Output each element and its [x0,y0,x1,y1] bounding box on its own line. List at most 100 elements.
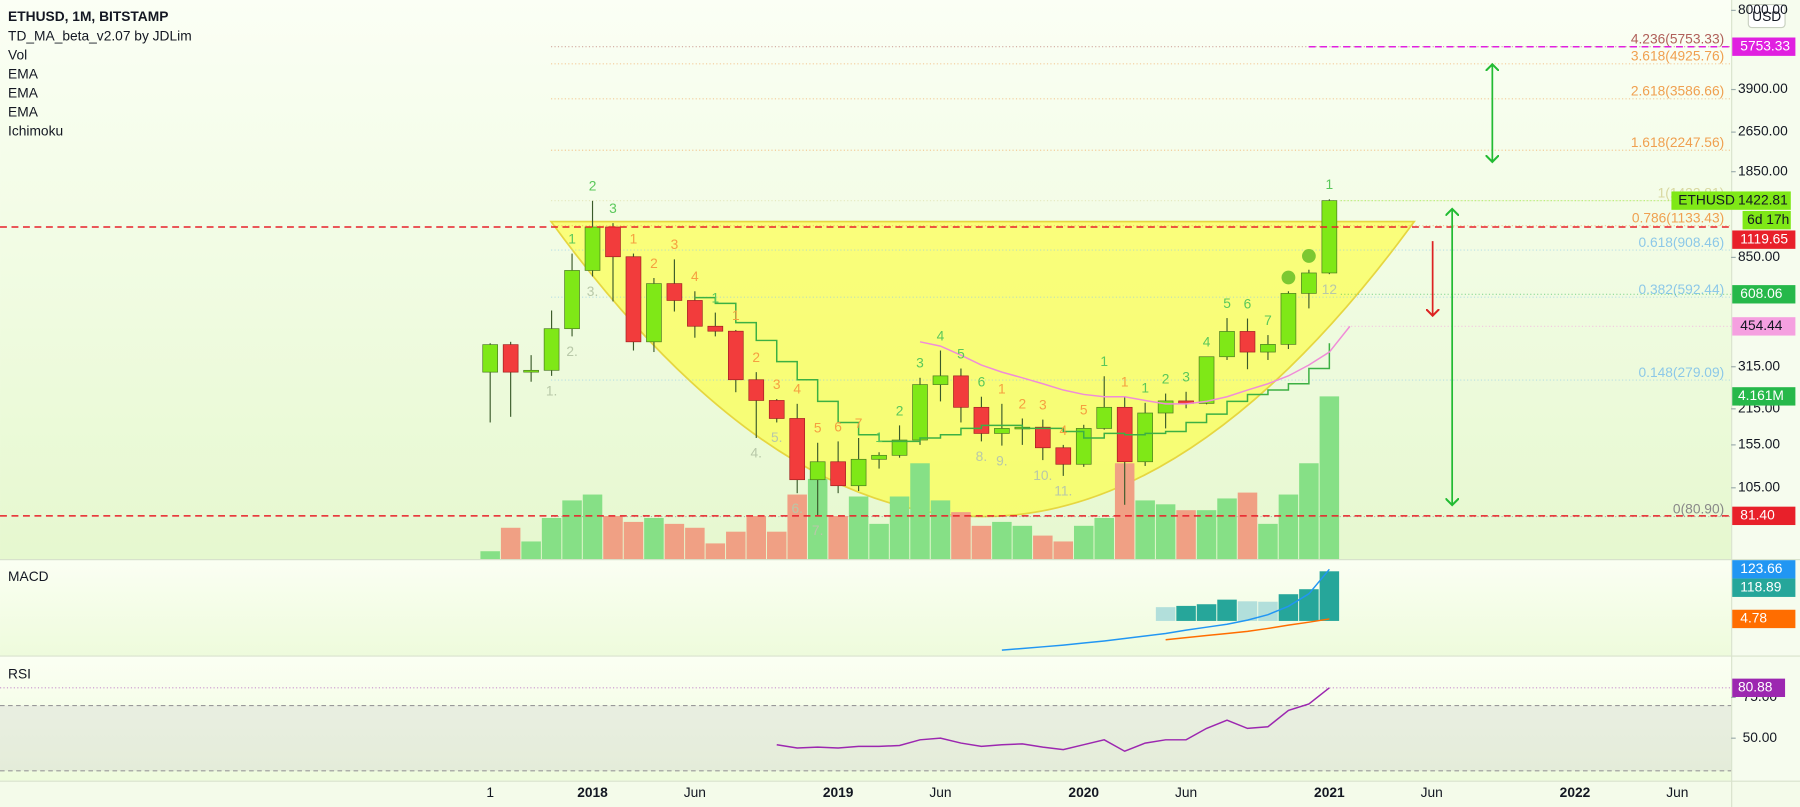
price-label-box [1732,317,1796,336]
macd-histogram-bar [1217,599,1237,621]
td-countdown: 8. [976,449,987,464]
td-countdown: 12 [1322,282,1337,297]
candle-body [1055,447,1072,465]
td-setup-up: 7 [1264,313,1272,328]
price-label: 1119.65 [1740,231,1788,246]
fib-label: 0.786(1133.43) [1632,210,1724,225]
td-setup-up: 2 [1162,371,1170,386]
volume-bar [562,500,582,560]
candle-body [707,325,724,332]
volume-bar [1114,463,1135,560]
volume-bar [1094,517,1114,560]
indicator-legend: EMA [8,86,39,101]
candle-body [727,330,744,381]
volume-bar [603,516,623,560]
volume-bar [1135,500,1155,560]
td-setup-up: 2 [589,179,597,194]
macd-label: 123.66 [1740,561,1782,576]
x-tick-label: 2022 [1560,785,1591,800]
candle-body [523,369,539,373]
rsi-band [0,705,1732,771]
macd-label-box [1732,560,1796,579]
candle-body [502,344,519,373]
candle-body [687,300,703,327]
candle-body [1301,272,1317,294]
volume-bar [951,512,971,560]
td-setup-up: 3 [609,201,617,216]
y-tick-label: 105.00 [1738,479,1780,494]
x-tick-label: 2018 [577,785,608,800]
candle-body [748,379,765,401]
y-tick-label: 850.00 [1738,249,1780,264]
fib-label: 0.382(592.44) [1638,282,1724,297]
td-countdown: 3. [587,284,598,299]
currency-button[interactable] [1747,4,1786,29]
volume-bar [1196,510,1217,560]
volume-label-box [1732,387,1796,406]
volume-bar [1155,504,1176,560]
td-perfect-marker [1281,270,1296,285]
macd-histogram-bar [1237,601,1258,621]
td-countdown: 7. [812,523,823,538]
x-tick-label: 2021 [1314,785,1345,800]
countdown-label: 6d 17h [1747,212,1789,227]
candle-body [973,406,990,434]
td-setup-down: 2 [650,256,658,271]
td-setup-down: 1 [732,308,740,323]
candle-body [1035,426,1051,449]
volume-bar [1176,510,1196,560]
signal-line [1165,618,1330,641]
td-setup-up: 1 [875,430,883,445]
macd-pane [0,560,1732,656]
cup-pattern [549,220,1416,518]
y-tick-label: 155.00 [1738,437,1780,452]
symbol-price-box [1671,191,1791,210]
td-setup-down: 2 [1019,396,1027,411]
volume-bar [1012,525,1033,560]
volume-bar [1073,525,1094,560]
td-countdown: 11. [1054,484,1072,499]
volume-bar [1053,541,1074,560]
macd-label: 4.78 [1740,611,1767,626]
td-setup-up: 1 [1326,177,1334,192]
fib-label: 1.618(2247.56) [1631,135,1724,150]
td-countdown: 10. [1033,468,1052,483]
td-perfect-marker [1302,249,1316,263]
candle-body [646,283,662,343]
fib-label: 0.148(279.09) [1638,365,1724,380]
td-setup-up: 4 [937,328,945,343]
candle-body [912,384,928,441]
td-setup-up: 2 [896,403,904,418]
rsi-pane [0,656,1732,781]
macd-title: MACD [8,569,49,584]
td-setup-down: 3 [773,377,781,392]
indicator-legend: TD_MA_beta_v2.07 by JDLim [8,28,192,43]
td-countdown: 4. [751,446,762,461]
indicator-legend: Ichimoku [8,124,63,139]
rsi-y-tick-label: 50.00 [1743,730,1778,745]
currency-label[interactable]: USD [1752,9,1781,24]
volume-bar [746,516,767,560]
td-countdown: 5. [771,430,782,445]
last-price-label: 1422.81 [1738,192,1788,207]
candle-body [625,256,642,343]
td-setup-down: 3 [1039,397,1047,412]
td-setup-up: 5 [1223,296,1231,311]
volume-bar [664,523,685,560]
candle-body [768,400,785,419]
x-tick-label: 2019 [823,785,854,800]
volume-label: 4.161M [1738,388,1784,403]
y-tick-label: 1850.00 [1738,163,1788,178]
candle-body [584,226,601,271]
td-setup-up: 1 [1141,381,1149,396]
y-tick-label: 8000.00 [1738,2,1788,17]
td-countdown: 1. [546,384,557,399]
candle-body [830,461,846,487]
candle-body [1096,406,1113,429]
td-setup-down: 7 [855,416,863,431]
volume-bar [1319,396,1340,560]
candle-body [564,270,580,330]
td-setup-down: 1 [998,382,1006,397]
